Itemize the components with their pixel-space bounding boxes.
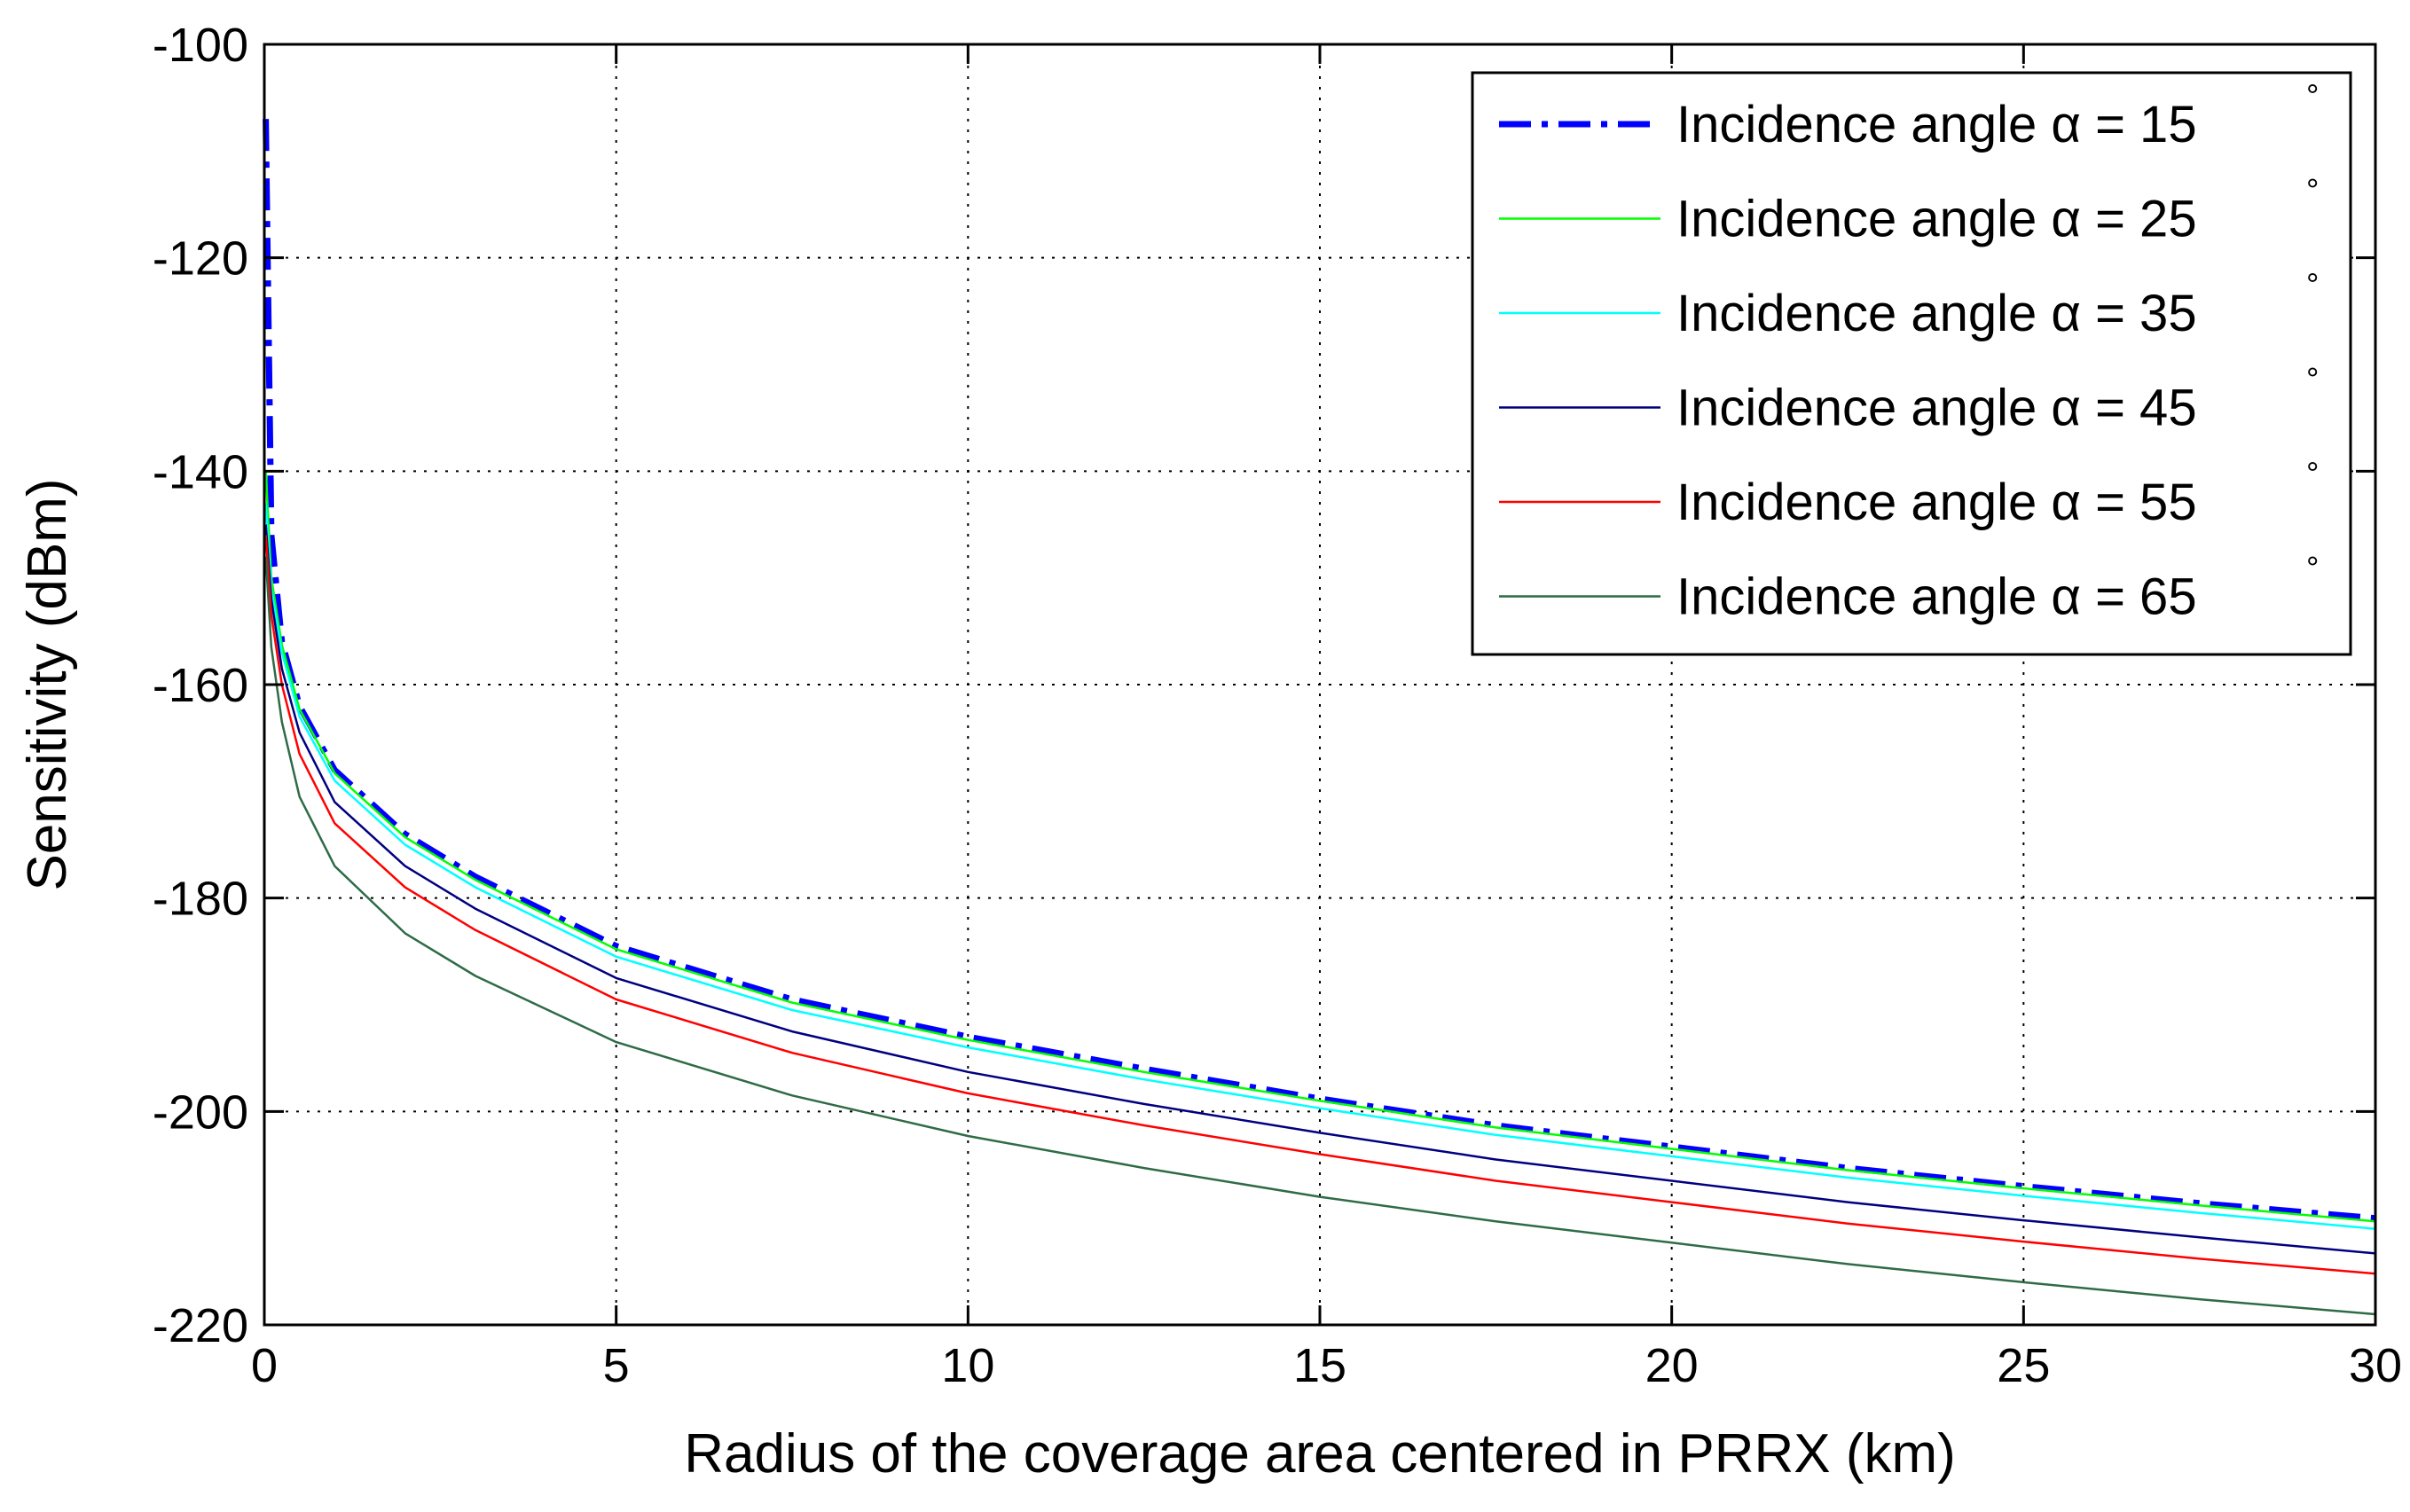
data-series	[263, 119, 2376, 1316]
y-tick-labels: -100 -120 -140 -160 -180 -200 -220	[153, 19, 248, 1352]
x-tick-label: 0	[251, 1339, 278, 1392]
series-line-5	[264, 535, 2376, 1275]
x-tick-label: 10	[941, 1339, 994, 1392]
x-axis-label: Radius of the coverage area centered in …	[684, 1423, 1956, 1485]
y-axis-label: Sensitivity (dBm)	[17, 478, 78, 890]
series-line-4	[264, 524, 2376, 1255]
series-line-6	[264, 556, 2376, 1316]
legend-label-3: Incidence angle α = 35	[1676, 285, 2197, 342]
x-tick-label: 5	[603, 1339, 630, 1392]
legend-degree-5: °	[2306, 455, 2319, 491]
x-tick-label: 15	[1293, 1339, 1346, 1392]
x-tick-label: 20	[1645, 1339, 1699, 1392]
legend-label-5: Incidence angle α = 55	[1676, 474, 2197, 531]
legend: Incidence angle α = 15 ° Incidence angle α…	[1471, 71, 2352, 656]
series-line-2	[264, 471, 2376, 1223]
y-tick-label: -160	[153, 659, 248, 712]
legend-degree-6: °	[2306, 550, 2319, 586]
legend-label-2: Incidence angle α = 25	[1676, 191, 2197, 248]
legend-degree-1: °	[2306, 77, 2319, 114]
legend-degree-3: °	[2306, 266, 2319, 302]
y-tick-label: -200	[153, 1085, 248, 1139]
legend-label-4: Incidence angle α = 45	[1676, 380, 2197, 437]
legend-degree-2: °	[2306, 172, 2319, 208]
y-tick-label: -180	[153, 873, 248, 926]
y-tick-label: -140	[153, 445, 248, 498]
legend-box	[1471, 71, 2352, 656]
series-line-3	[264, 503, 2376, 1230]
y-tick-label: -120	[153, 232, 248, 286]
y-tick-label: -220	[153, 1299, 248, 1352]
x-tick-label: 30	[2349, 1339, 2402, 1392]
legend-label-1: Incidence angle α = 15	[1676, 96, 2197, 153]
legend-degree-4: °	[2306, 361, 2319, 397]
x-tick-labels: 0 5 10 15 20 25 30	[251, 1339, 2402, 1392]
axis-ticks	[263, 43, 2377, 1327]
y-tick-label: -100	[153, 19, 248, 72]
x-tick-label: 25	[1997, 1339, 2050, 1392]
legend-label-6: Incidence angle α = 65	[1676, 568, 2197, 626]
